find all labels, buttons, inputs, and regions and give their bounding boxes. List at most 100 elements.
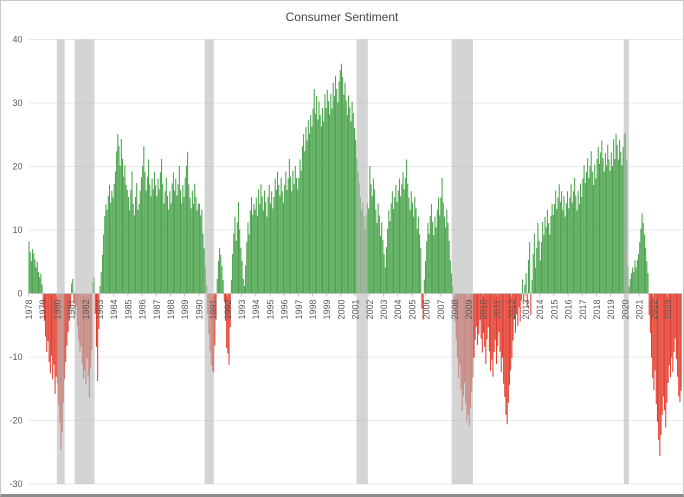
bar-positive xyxy=(237,202,240,294)
bar-positive xyxy=(533,233,535,294)
bar-positive xyxy=(196,210,198,294)
x-tick-label: 1981 xyxy=(67,300,77,320)
bar-positive xyxy=(338,81,340,294)
x-tick-label: 1983 xyxy=(95,300,105,320)
bar-negative xyxy=(97,293,99,382)
bar-positive xyxy=(408,197,410,294)
bar-positive xyxy=(575,195,577,294)
bar-positive xyxy=(411,202,413,294)
x-tick-label: 2021 xyxy=(635,300,645,320)
bar-positive xyxy=(350,121,352,294)
bar-positive xyxy=(525,273,527,294)
bar-positive xyxy=(139,190,141,294)
bar-positive xyxy=(230,280,232,294)
bar-positive xyxy=(126,190,128,294)
bar-positive xyxy=(339,69,341,294)
bar-positive xyxy=(434,216,436,294)
bar-positive xyxy=(311,126,313,294)
x-tick-label: 1998 xyxy=(308,300,318,320)
bar-negative xyxy=(98,293,100,330)
bar-positive xyxy=(221,266,223,294)
bar-positive xyxy=(582,178,584,294)
bar-negative xyxy=(668,293,670,366)
bar-positive xyxy=(580,183,582,294)
bar-positive xyxy=(32,249,34,294)
bar-positive xyxy=(278,184,280,294)
bar-positive xyxy=(601,140,603,294)
bar-positive xyxy=(323,121,325,294)
bar-negative xyxy=(48,293,50,363)
bar-positive xyxy=(413,216,415,294)
x-tick-label: 2012 xyxy=(507,300,517,320)
bar-positive xyxy=(600,152,602,294)
bar-negative xyxy=(215,293,217,320)
bar-positive xyxy=(558,184,560,294)
bar-positive xyxy=(342,76,344,294)
bar-negative xyxy=(229,293,231,328)
bar-positive xyxy=(577,190,579,294)
bar-positive xyxy=(590,151,592,294)
bar-negative xyxy=(73,293,75,302)
bar-positive xyxy=(185,165,187,294)
bar-positive xyxy=(402,172,404,294)
bar-positive xyxy=(615,134,617,294)
bar-positive xyxy=(295,177,298,294)
bar-positive xyxy=(435,227,437,294)
bar-positive xyxy=(343,94,345,294)
bar-positive xyxy=(143,146,145,294)
x-tick-label: 2003 xyxy=(379,300,389,320)
bar-positive xyxy=(572,191,574,294)
bar-positive xyxy=(246,242,248,294)
bar-positive xyxy=(555,190,557,294)
bar-positive xyxy=(620,151,622,294)
bar-positive xyxy=(395,184,397,294)
bar-positive xyxy=(240,247,242,294)
bar-positive xyxy=(312,108,314,294)
bar-positive xyxy=(163,203,165,294)
bar-positive xyxy=(132,203,134,294)
bar-positive xyxy=(114,171,116,294)
x-tick-label: 2014 xyxy=(535,300,545,320)
bar-positive xyxy=(36,261,38,294)
bar-positive xyxy=(388,210,390,294)
bar-positive xyxy=(563,196,565,294)
bar-positive xyxy=(430,203,432,294)
bar-positive xyxy=(377,203,379,294)
bar-positive xyxy=(394,196,396,294)
bar-positive xyxy=(314,113,316,294)
bar-positive xyxy=(374,189,376,294)
bar-negative xyxy=(68,293,70,321)
bar-positive xyxy=(219,247,221,294)
bar-positive xyxy=(274,178,276,294)
x-tick-label: 1985 xyxy=(123,300,133,320)
bar-positive xyxy=(305,127,307,294)
bar-positive xyxy=(179,190,182,294)
x-tick-label: 2005 xyxy=(407,300,417,320)
bar-positive xyxy=(324,94,326,294)
bar-negative xyxy=(490,293,492,371)
bar-positive xyxy=(348,95,350,294)
bar-positive xyxy=(327,101,329,294)
x-tick-label: 2002 xyxy=(365,300,375,320)
bar-positive xyxy=(303,134,305,294)
recession-band xyxy=(451,39,473,484)
bar-positive xyxy=(144,172,146,294)
bar-positive xyxy=(35,267,37,294)
bar-positive xyxy=(34,259,36,294)
bar-negative xyxy=(503,293,505,384)
bar-positive xyxy=(188,184,190,294)
bar-negative xyxy=(227,293,229,354)
x-tick-label: 2006 xyxy=(422,300,432,320)
bar-positive xyxy=(100,271,102,294)
bar-positive xyxy=(245,265,247,294)
bar-positive xyxy=(427,223,429,294)
bar-positive xyxy=(415,208,417,294)
bar-positive xyxy=(439,215,441,294)
bar-positive xyxy=(267,196,269,294)
bar-positive xyxy=(393,209,395,294)
bar-positive xyxy=(568,208,570,294)
y-tick-label: 40 xyxy=(12,35,22,45)
x-tick-label: 1999 xyxy=(322,300,332,320)
bar-positive xyxy=(247,222,249,294)
bar-positive xyxy=(122,158,124,294)
